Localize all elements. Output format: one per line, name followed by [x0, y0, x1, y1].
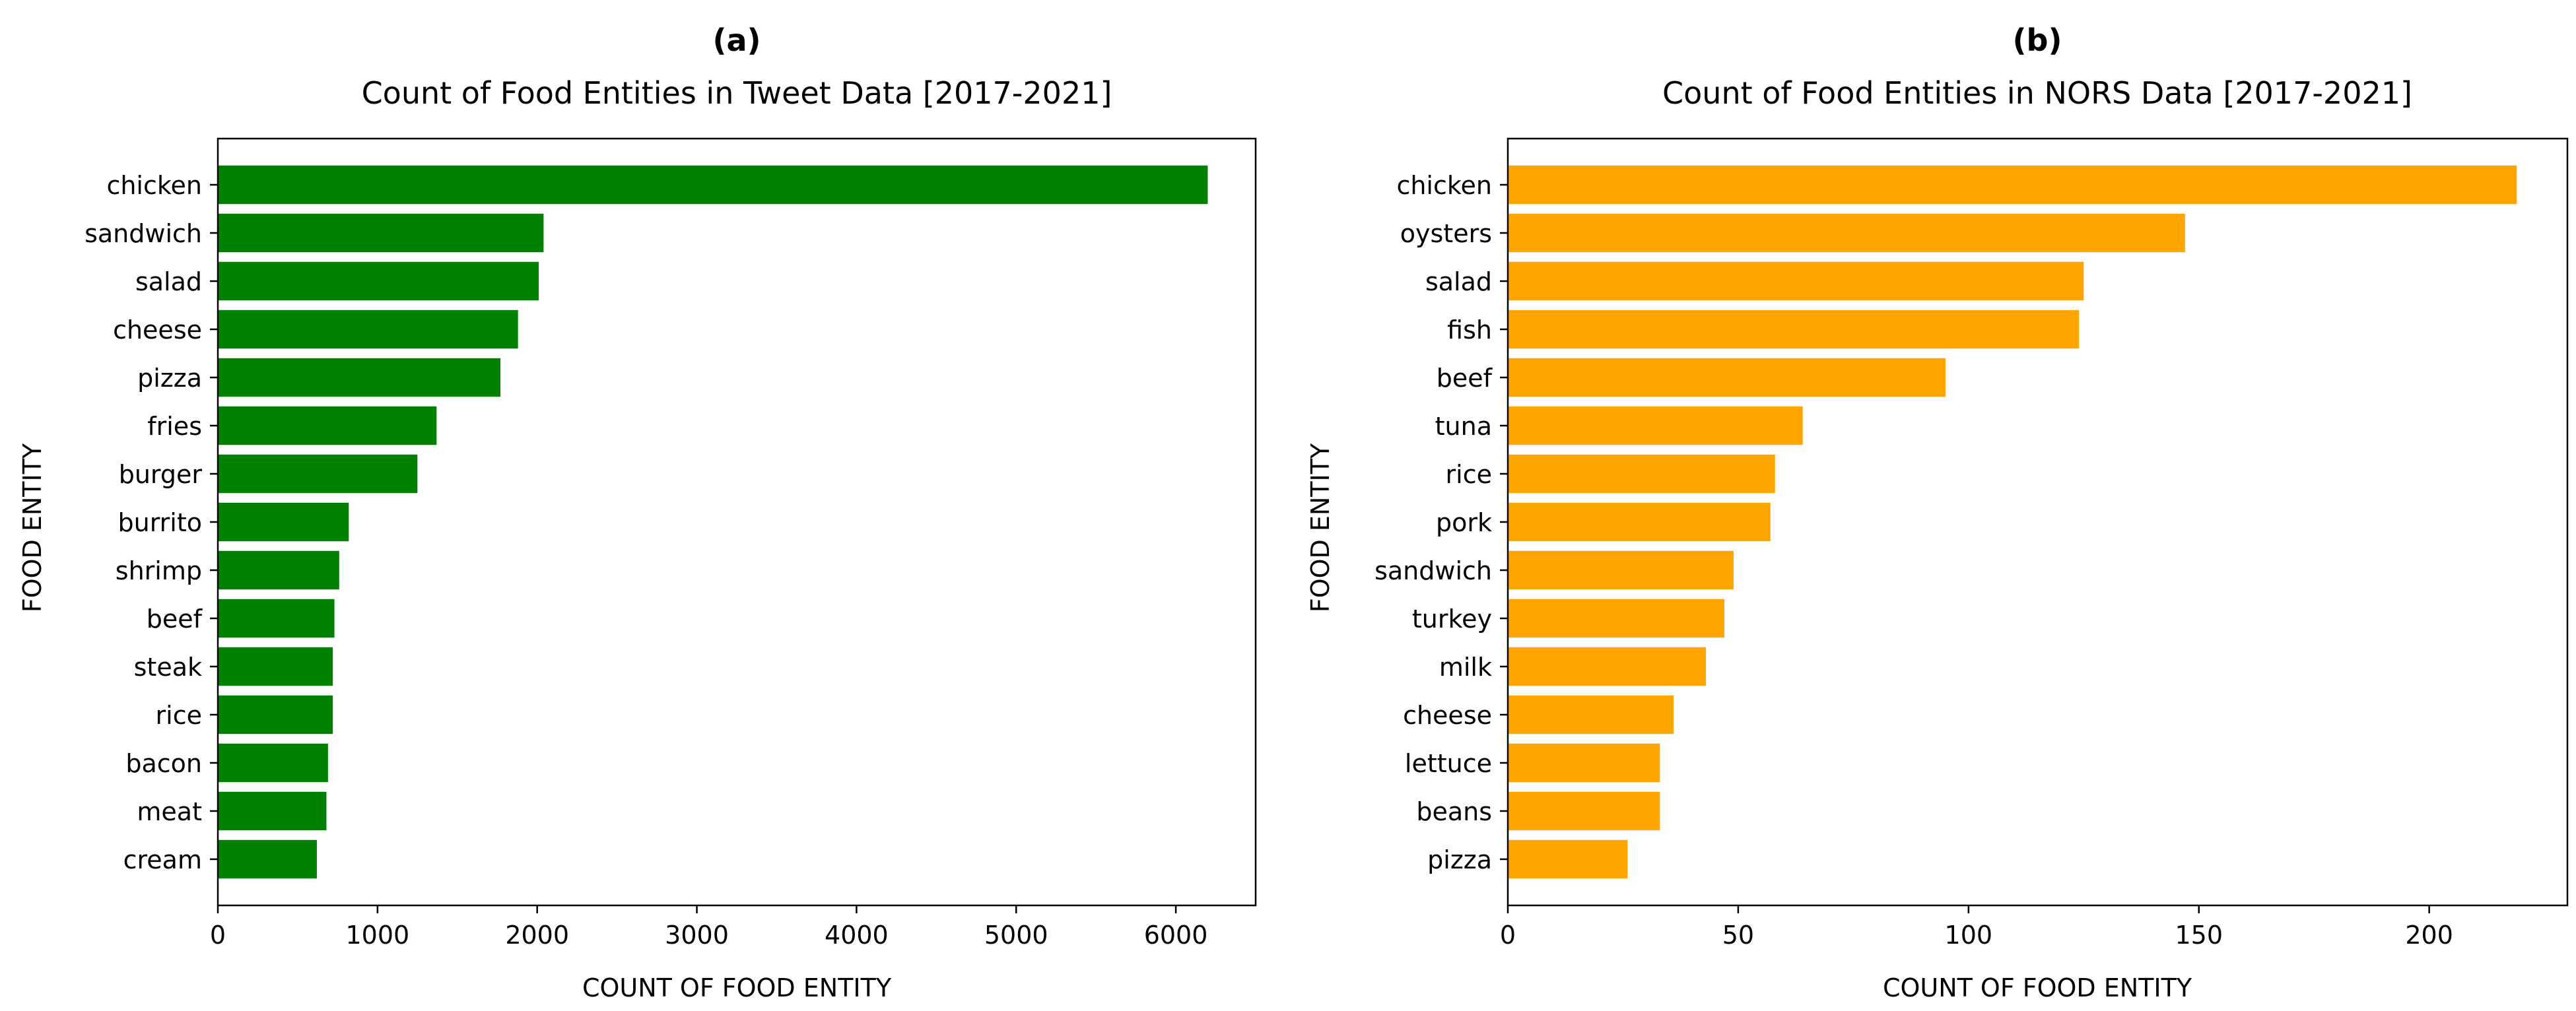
x-tick-label-b: 100	[1945, 921, 1993, 950]
y-tick-label-a: chicken	[106, 171, 202, 200]
y-tick-label-a: shrimp	[116, 556, 202, 585]
y-tick-label-b: rice	[1446, 460, 1492, 489]
x-axis-label-b: COUNT OF FOOD ENTITY	[1883, 973, 2192, 1002]
y-tick-label-a: cream	[123, 845, 202, 874]
y-tick-label-b: beef	[1437, 364, 1493, 393]
y-tick-label-a: rice	[156, 701, 202, 730]
y-tick-label-a: sandwich	[85, 219, 202, 248]
chart-b-svg: (b) Count of Food Entities in NORS Data …	[1306, 22, 2569, 1002]
x-tick-label-a: 6000	[1144, 921, 1208, 950]
y-tick-label-b: pork	[1436, 508, 1492, 537]
chart-panel-b: (b) Count of Food Entities in NORS Data …	[1288, 0, 2576, 1011]
x-axis-label-a: COUNT OF FOOD ENTITY	[582, 973, 892, 1002]
y-tick-label-b: pizza	[1427, 845, 1492, 874]
y-tick-label-a: burrito	[118, 508, 203, 537]
bar-b-pizza	[1508, 839, 1628, 879]
y-tick-label-b: chicken	[1396, 171, 1492, 200]
bar-a-shrimp	[218, 550, 339, 590]
bar-b-rice	[1508, 454, 1775, 494]
y-tick-label-a: burger	[119, 460, 203, 489]
chart-a-svg: (a) Count of Food Entities in Tweet Data…	[18, 22, 1257, 1002]
bar-a-steak	[218, 647, 333, 686]
chart-panel-a: (a) Count of Food Entities in Tweet Data…	[18, 22, 1257, 1002]
bar-a-rice	[218, 695, 333, 734]
y-tick-label-a: steak	[134, 653, 202, 682]
chart-title-a: Count of Food Entities in Tweet Data [20…	[362, 75, 1112, 111]
bar-a-beef	[218, 599, 335, 638]
bars-group-a	[218, 165, 1208, 879]
x-tick-label-b: 0	[1500, 921, 1516, 950]
panel-label-a: (a)	[712, 22, 761, 58]
x-tick-label-a: 2000	[505, 921, 569, 950]
y-tick-label-b: sandwich	[1374, 556, 1492, 585]
y-tick-label-b: oysters	[1400, 219, 1492, 248]
x-tick-label-a: 1000	[345, 921, 409, 950]
x-tick-label-a: 5000	[984, 921, 1048, 950]
bar-b-beef	[1508, 358, 1946, 397]
bar-a-bacon	[218, 743, 328, 783]
panel-label-b: (b)	[2013, 22, 2062, 58]
bars-group-b	[1508, 165, 2517, 879]
y-tick-label-a: meat	[137, 797, 202, 826]
bar-b-sandwich	[1508, 550, 1734, 590]
y-axis-label-a: FOOD ENTITY	[18, 443, 47, 612]
y-axis-label-b: FOOD ENTITY	[1306, 443, 1335, 612]
bar-a-sandwich	[218, 213, 544, 253]
bar-b-oysters	[1508, 213, 2185, 253]
bar-b-pork	[1508, 502, 1771, 542]
x-tick-label-a: 3000	[665, 921, 729, 950]
bar-a-cream	[218, 839, 317, 879]
bar-b-chicken	[1508, 165, 2517, 205]
y-tick-label-b: cheese	[1403, 701, 1492, 730]
x-tick-label-b: 50	[1722, 921, 1754, 950]
bar-a-burrito	[218, 502, 349, 542]
y-tick-label-b: tuna	[1435, 412, 1492, 441]
x-tick-label-b: 150	[2175, 921, 2223, 950]
x-tick-label-a: 0	[210, 921, 226, 950]
y-tick-label-a: bacon	[125, 749, 202, 778]
y-tick-label-b: beans	[1416, 797, 1492, 826]
y-tick-label-b: fish	[1447, 315, 1492, 344]
bar-b-salad	[1508, 261, 2084, 301]
x-tick-label-b: 200	[2405, 921, 2453, 950]
y-tick-label-a: salad	[135, 267, 202, 296]
bar-b-tuna	[1508, 406, 1803, 445]
y-tick-label-b: turkey	[1412, 604, 1492, 634]
y-tick-label-b: milk	[1439, 653, 1492, 682]
y-tick-label-a: fries	[147, 412, 202, 441]
bar-a-cheese	[218, 310, 518, 349]
y-tick-label-a: beef	[147, 604, 203, 634]
bar-b-fish	[1508, 310, 2080, 349]
y-tick-label-a: cheese	[113, 315, 202, 344]
bar-a-fries	[218, 406, 437, 445]
bar-b-lettuce	[1508, 743, 1660, 783]
ticks-group-a: chicken sandwich salad cheese pizza fries burg…	[85, 171, 1207, 950]
bar-b-turkey	[1508, 599, 1724, 638]
plot-frame-a	[217, 137, 1257, 907]
bar-a-salad	[218, 261, 539, 301]
x-tick-label-a: 4000	[825, 921, 889, 950]
plot-frame-b	[1507, 137, 2569, 907]
y-tick-label-b: lettuce	[1405, 749, 1492, 778]
bar-a-meat	[218, 791, 327, 831]
ticks-group-b: chicken oysters salad fish beef tuna rice pork s…	[1374, 171, 2453, 950]
bar-a-pizza	[218, 358, 501, 397]
bar-b-milk	[1508, 647, 1707, 686]
bar-b-beans	[1508, 791, 1660, 831]
chart-title-b: Count of Food Entities in NORS Data [201…	[1662, 75, 2412, 111]
y-tick-label-a: pizza	[137, 364, 202, 393]
bar-a-chicken	[218, 165, 1208, 205]
y-tick-label-b: salad	[1425, 267, 1492, 296]
bar-b-cheese	[1508, 695, 1674, 734]
bar-a-burger	[218, 454, 418, 494]
